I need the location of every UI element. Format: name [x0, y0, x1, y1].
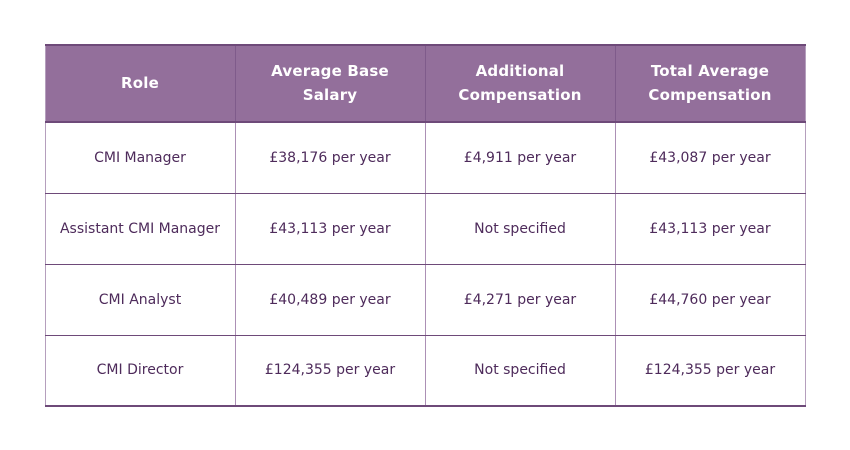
table-header: Role Average Base Salary Additional Comp…	[44, 44, 806, 123]
cell-role: CMI Analyst	[44, 264, 235, 336]
cell-role: CMI Director	[44, 335, 235, 407]
table-row: CMI Analyst £40,489 per year £4,271 per …	[44, 264, 806, 336]
table-row: CMI Director £124,355 per year Not speci…	[44, 335, 806, 407]
cell-base-salary: £124,355 per year	[234, 335, 425, 407]
cell-total-compensation: £124,355 per year	[614, 335, 806, 407]
table-row: CMI Manager £38,176 per year £4,911 per …	[44, 122, 806, 194]
salary-table: Role Average Base Salary Additional Comp…	[44, 44, 806, 407]
header-row: Role Average Base Salary Additional Comp…	[44, 44, 806, 123]
cell-additional-compensation: Not specified	[424, 335, 615, 407]
cell-base-salary: £43,113 per year	[234, 193, 425, 265]
column-header-total-average-compensation: Total Average Compensation	[614, 44, 806, 123]
salary-table-container: Role Average Base Salary Additional Comp…	[44, 44, 806, 407]
cell-additional-compensation: Not specified	[424, 193, 615, 265]
column-header-additional-compensation: Additional Compensation	[424, 44, 615, 123]
cell-base-salary: £40,489 per year	[234, 264, 425, 336]
cell-role: CMI Manager	[44, 122, 235, 194]
cell-additional-compensation: £4,911 per year	[424, 122, 615, 194]
cell-additional-compensation: £4,271 per year	[424, 264, 615, 336]
column-header-average-base-salary: Average Base Salary	[234, 44, 425, 123]
table-body: CMI Manager £38,176 per year £4,911 per …	[44, 122, 806, 407]
cell-total-compensation: £44,760 per year	[614, 264, 806, 336]
table-row: Assistant CMI Manager £43,113 per year N…	[44, 193, 806, 265]
cell-total-compensation: £43,113 per year	[614, 193, 806, 265]
cell-role: Assistant CMI Manager	[44, 193, 235, 265]
cell-base-salary: £38,176 per year	[234, 122, 425, 194]
column-header-role: Role	[44, 44, 235, 123]
cell-total-compensation: £43,087 per year	[614, 122, 806, 194]
